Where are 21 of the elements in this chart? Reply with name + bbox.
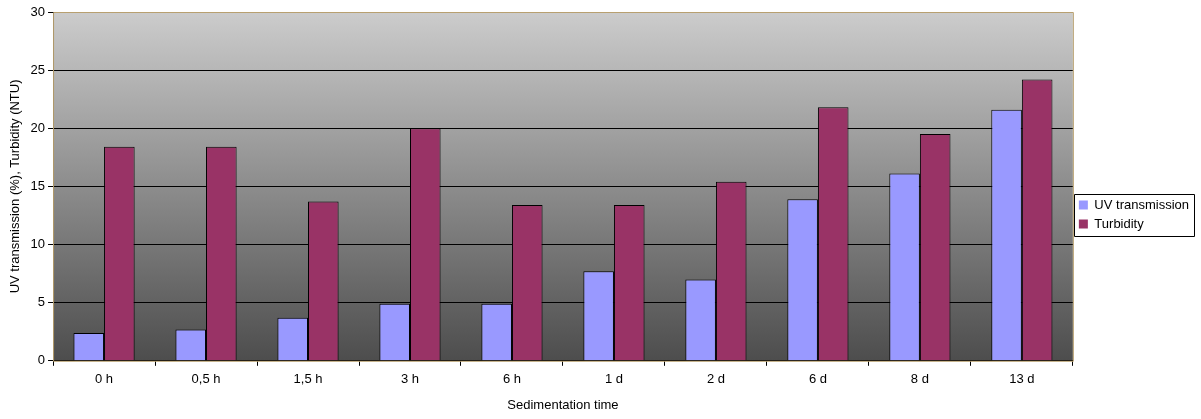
- x-tick-label: 1,5 h: [293, 371, 323, 387]
- y-tick-label: 10: [30, 236, 46, 252]
- x-tick-label: 0 h: [95, 371, 114, 387]
- x-tick-label: 6 h: [502, 371, 522, 387]
- y-tick-label: 25: [30, 61, 46, 77]
- y-tick-label: 0: [37, 352, 46, 368]
- x-tick-label: 8 d: [910, 371, 929, 387]
- x-axis-title: Sedimentation time: [507, 396, 619, 412]
- x-tick-label: 1 d: [604, 371, 623, 387]
- legend-label: Turbidity: [1094, 215, 1145, 231]
- y-tick-label: 30: [30, 3, 46, 19]
- y-tick-label: 20: [30, 119, 46, 135]
- x-tick-label: 6 d: [808, 371, 827, 387]
- y-tick-label: 15: [30, 177, 46, 193]
- legend-label: UV transmission: [1094, 196, 1189, 212]
- x-tick-label: 2 d: [706, 371, 725, 387]
- y-tick-label: 5: [37, 294, 46, 310]
- x-tick-label: 0,5 h: [191, 371, 221, 387]
- x-tick-label: 13 d: [1009, 371, 1035, 387]
- y-axis-title: UV transmission (%), Turbidity (NTU): [7, 79, 23, 294]
- x-tick-label: 3 h: [400, 371, 420, 387]
